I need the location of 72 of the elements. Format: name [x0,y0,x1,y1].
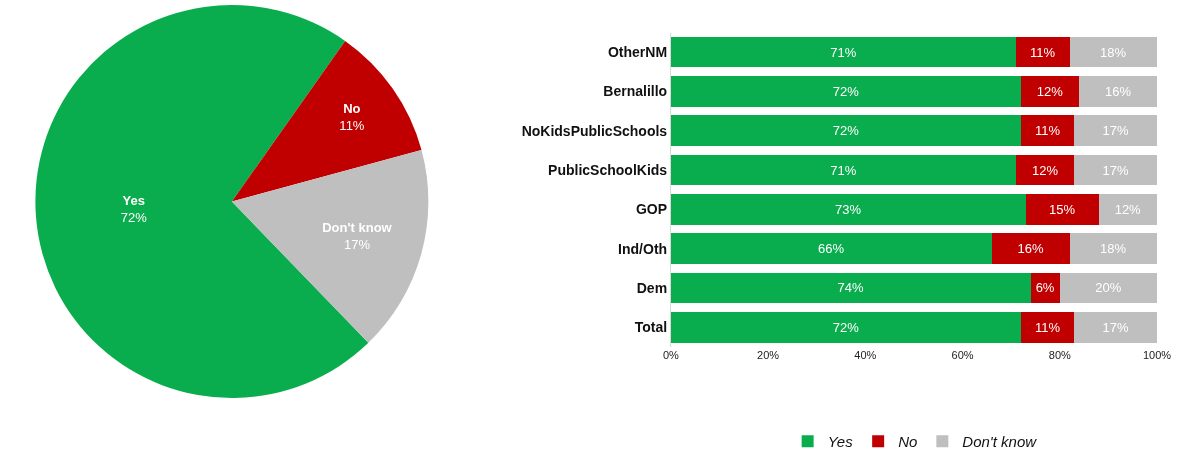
y-tick-label: NoKidsPublicSchools [521,122,668,139]
data-label: 72% [832,123,860,139]
data-label: 12% [1114,201,1142,217]
y-tick-label: Ind/Oth [618,240,668,257]
bar [991,233,1070,264]
legend-label: Yes [827,433,854,451]
data-label: 16% [1017,241,1044,257]
slice-label: Don't know [322,220,393,236]
bar [670,115,1021,147]
data-label: 17% [1102,123,1129,139]
data-label: 12% [1036,83,1064,99]
data-label: 74% [837,280,865,296]
legend-label: Don't know [962,433,1038,451]
bar [1098,194,1158,225]
y-tick-label: Dem [636,279,668,296]
data-label: 66% [818,241,845,257]
bar [1025,194,1099,225]
x-tick-label: 20% [757,348,780,361]
bar [670,194,1026,225]
bar [1016,154,1075,186]
data-label: 18% [1100,241,1127,257]
bar [1020,115,1075,147]
bar [1020,311,1075,343]
x-tick-label: 40% [854,348,877,361]
bar [670,36,1017,68]
data-label: 17% [1102,162,1129,178]
bar [670,76,1021,107]
pie-slice [231,40,422,202]
bar [1069,233,1158,264]
x-tick-label: 100% [1142,348,1172,361]
bar [1059,272,1158,304]
slice-label: No [343,101,361,117]
data-label: 72% [120,209,148,225]
data-label: 11% [1030,44,1056,60]
bar [1074,115,1158,147]
y-tick-label: OtherNM [607,44,668,61]
bar [1069,36,1158,68]
data-label: 15% [1049,201,1076,217]
y-tick-label: PublicSchoolKids [548,161,668,178]
y-tick-label: Bernalillo [603,83,668,100]
y-tick-label: Total [634,319,668,336]
slice-label: Yes [122,193,145,209]
data-label: 11% [1034,123,1061,139]
x-tick-label: 80% [1048,348,1072,361]
data-label: 11% [1034,319,1061,335]
data-label: 72% [832,83,860,99]
bar [1079,76,1158,107]
data-label: 11% [339,118,365,134]
data-label: 17% [343,237,371,253]
bar [1074,154,1158,186]
legend-label: No [898,433,918,451]
data-label: 71% [830,44,857,60]
data-label: 73% [835,201,862,217]
bar [670,311,1021,343]
bar [1020,76,1080,107]
bar [670,272,1031,304]
pie-slice [231,149,429,343]
data-label: 16% [1104,83,1132,99]
data-label: 71% [830,162,857,178]
data-label: 20% [1095,280,1122,296]
bar [670,154,1017,186]
bar [1074,311,1158,343]
data-label: 12% [1032,162,1059,178]
data-label: 72% [832,319,860,335]
x-tick-label: 0% [662,348,680,361]
y-tick-label: GOP [635,201,668,218]
data-label: 17% [1102,319,1129,335]
bar [670,233,992,264]
data-label: 6% [1035,280,1055,296]
bar [1016,36,1070,68]
data-label: 18% [1100,44,1127,60]
x-tick-label: 60% [951,348,974,361]
